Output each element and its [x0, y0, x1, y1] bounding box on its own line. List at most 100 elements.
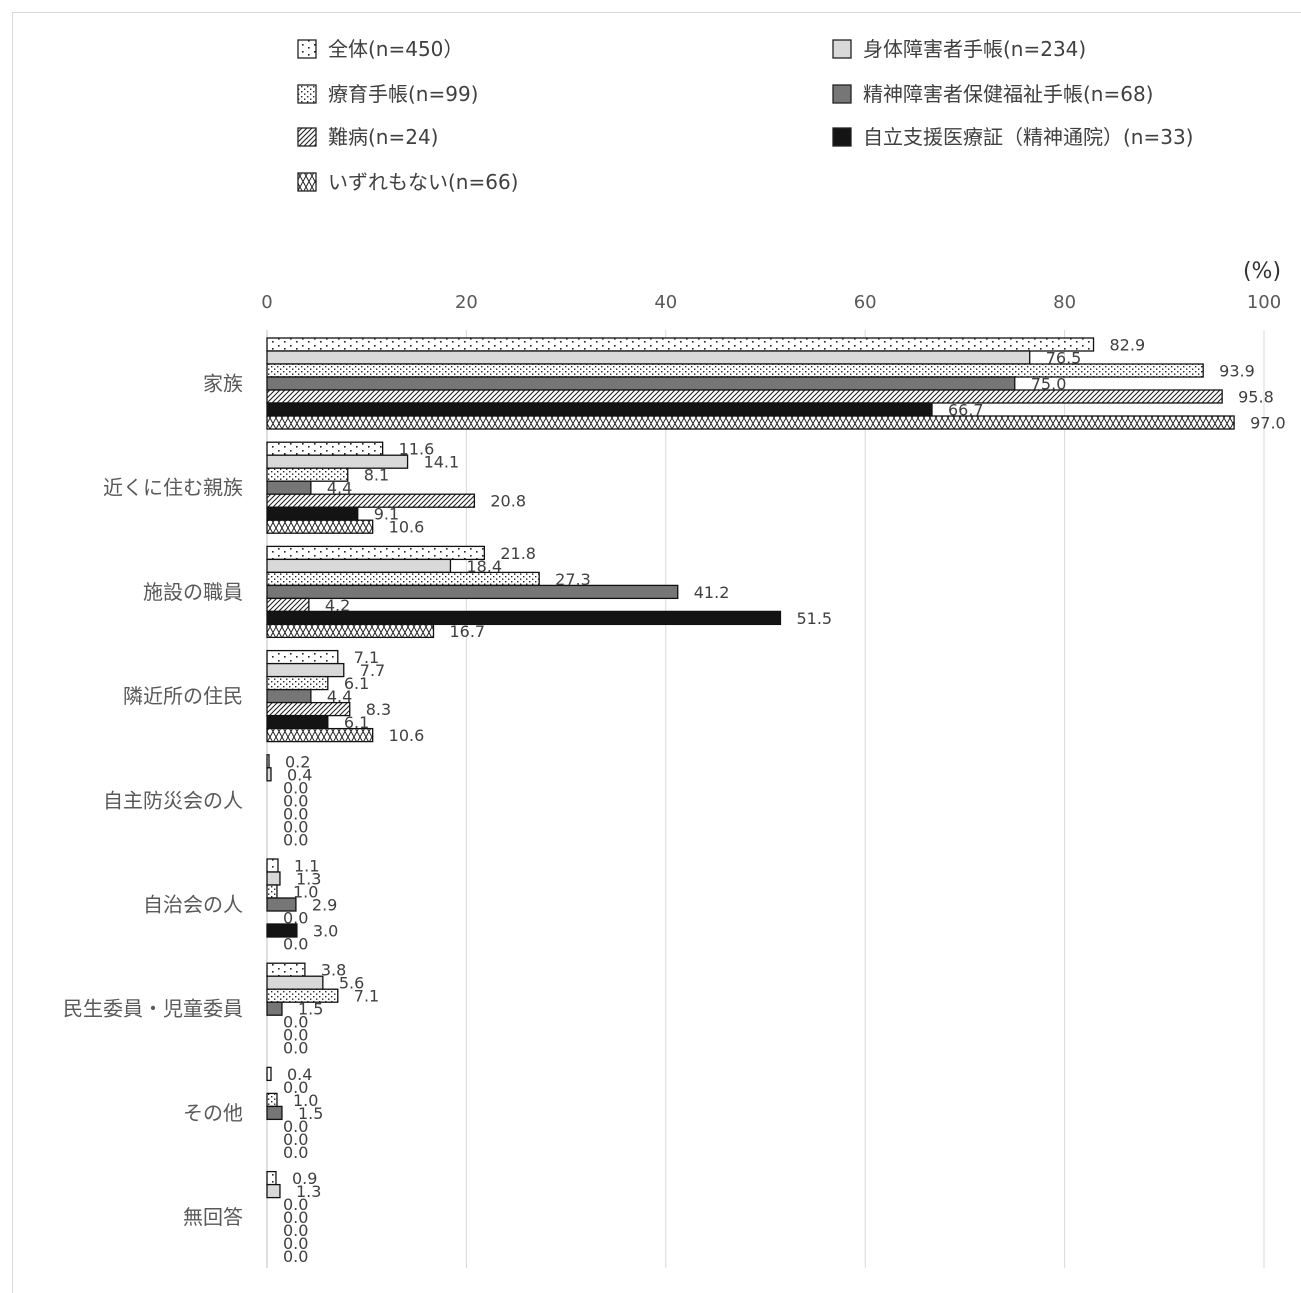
bar-4-1	[266, 767, 272, 782]
legend-label-2: 療育手帳(n=99)	[328, 82, 479, 106]
value-label-5-5: 3.0	[313, 922, 338, 941]
chart-frame	[12, 12, 1301, 1293]
legend-swatch-5	[832, 127, 852, 147]
value-label-6-1: 5.6	[339, 974, 364, 993]
value-label-3-2: 6.1	[344, 674, 369, 693]
bar-2-4	[266, 597, 310, 613]
bar-0-1	[266, 350, 1031, 365]
unit-label: (%)	[1243, 259, 1281, 284]
category-label-8: 無回答	[183, 1205, 243, 1229]
value-label-8-5: 0.0	[283, 1234, 308, 1253]
value-label-3-3: 4.4	[327, 687, 352, 706]
bar-1-6	[266, 519, 374, 534]
value-label-1-6: 10.6	[389, 518, 425, 537]
value-label-7-4: 0.0	[283, 1117, 308, 1136]
value-label-0-1: 76.5	[1046, 349, 1082, 368]
legend-swatch-3	[832, 84, 852, 104]
value-label-4-1: 0.4	[287, 765, 312, 784]
value-label-1-0: 11.6	[399, 440, 435, 459]
grid	[266, 330, 1265, 1268]
bar-0-4	[266, 389, 1223, 404]
legend-swatch-4	[297, 127, 317, 147]
value-label-8-3: 0.0	[283, 1208, 308, 1227]
value-label-5-6: 0.0	[283, 935, 308, 954]
value-label-6-5: 0.0	[283, 1026, 308, 1045]
category-label-5: 自治会の人	[143, 893, 243, 917]
bar-3-0	[266, 649, 339, 665]
bar-6-2	[266, 988, 339, 1003]
value-label-3-1: 7.7	[360, 661, 385, 680]
bar-5-3	[266, 897, 297, 912]
bar-5-5	[266, 923, 298, 938]
x-axis-ticks: 0 20 40 60 80 100	[261, 292, 1281, 313]
value-label-6-6: 0.0	[283, 1039, 308, 1058]
value-label-5-2: 1.0	[293, 883, 318, 902]
category-label-7: その他	[183, 1101, 243, 1125]
bar-1-0	[266, 441, 384, 456]
value-label-6-4: 0.0	[283, 1013, 308, 1032]
value-label-3-4: 8.3	[366, 700, 391, 719]
value-label-3-6: 10.6	[389, 726, 425, 745]
value-label-6-2: 7.1	[354, 987, 379, 1006]
value-label-7-5: 0.0	[283, 1130, 308, 1149]
value-label-2-0: 21.8	[500, 544, 536, 563]
value-label-0-5: 66.7	[948, 401, 984, 420]
category-label-0: 家族	[203, 372, 243, 396]
bar-8-1	[266, 1183, 281, 1199]
legend-label-0: 全体(n=450）	[328, 37, 463, 61]
bar-2-0	[266, 545, 485, 561]
value-labels: 82.9 76.5 93.9 75.0 95.8 66.7 97.0 11.614.1 8.1 4…	[283, 336, 1286, 1267]
value-label-4-4: 0.0	[283, 804, 308, 823]
legend-swatch-1	[832, 39, 852, 59]
x-tick-label-0: 0	[261, 292, 272, 313]
value-label-7-0: 0.4	[287, 1065, 312, 1084]
value-label-1-4: 20.8	[490, 492, 526, 511]
category-label-1: 近くに住む親族	[103, 476, 243, 500]
category-label-4: 自主防災会の人	[103, 788, 243, 812]
x-tick-label-80: 80	[1053, 292, 1076, 313]
bar-2-5	[266, 610, 782, 626]
value-label-2-1: 18.4	[466, 557, 502, 576]
bar-6-0	[266, 962, 306, 977]
value-label-2-5: 51.5	[796, 609, 832, 628]
value-label-4-3: 0.0	[283, 791, 308, 810]
bars	[266, 337, 1235, 1199]
value-label-1-5: 9.1	[374, 505, 399, 524]
value-label-8-6: 0.0	[283, 1247, 308, 1266]
value-label-4-5: 0.0	[283, 817, 308, 836]
value-label-2-6: 16.7	[449, 622, 485, 641]
bar-3-5	[266, 714, 329, 730]
value-label-8-2: 0.0	[283, 1195, 308, 1214]
x-tick-label-100: 100	[1247, 292, 1281, 313]
bar-2-1	[266, 558, 452, 574]
value-label-1-1: 14.1	[424, 453, 460, 472]
value-label-8-1: 1.3	[296, 1182, 321, 1201]
legend-swatch-2	[297, 84, 317, 104]
value-label-5-3: 2.9	[312, 896, 337, 915]
bar-0-0	[266, 337, 1095, 352]
bar-6-3	[266, 1001, 283, 1016]
bar-0-6	[266, 415, 1235, 430]
bar-7-2	[266, 1092, 278, 1108]
bar-0-5	[266, 402, 933, 417]
value-label-0-4: 95.8	[1238, 388, 1274, 407]
value-label-0-6: 97.0	[1250, 414, 1286, 433]
bar-3-3	[266, 688, 312, 704]
value-label-1-2: 8.1	[364, 466, 389, 485]
value-label-8-0: 0.9	[292, 1169, 317, 1188]
legend-label-4: 難病(n=24)	[328, 125, 439, 149]
legend-label-5: 自立支援医療証（精神通院）(n=33)	[863, 125, 1194, 149]
value-label-5-0: 1.1	[294, 857, 319, 876]
value-label-6-3: 1.5	[298, 1000, 323, 1019]
value-label-8-4: 0.0	[283, 1221, 308, 1240]
x-tick-label-20: 20	[455, 292, 478, 313]
value-label-2-4: 4.2	[325, 596, 350, 615]
legend: 全体(n=450） 身体障害者手帳(n=234) 療育手帳(n=99) 精神障害者保健…	[297, 37, 1194, 194]
bar-7-3	[266, 1105, 283, 1121]
value-label-7-1: 0.0	[283, 1078, 308, 1097]
category-label-6: 民生委員・児童委員	[63, 997, 243, 1021]
value-label-2-2: 27.3	[555, 570, 591, 589]
bar-7-0	[266, 1066, 272, 1082]
bar-3-6	[266, 727, 374, 743]
